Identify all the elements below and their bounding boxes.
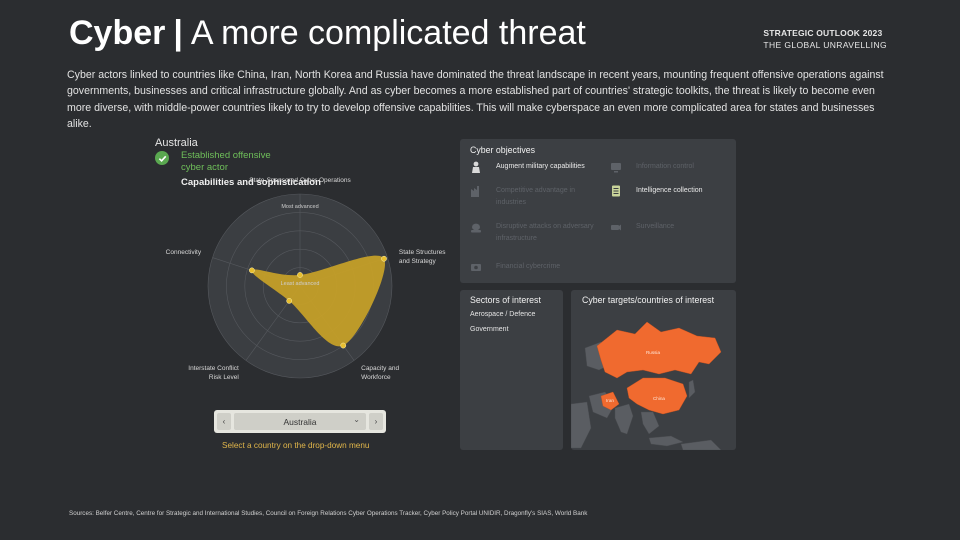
sector-item: Aerospace / Defence	[470, 311, 536, 318]
tv-icon	[611, 163, 621, 173]
radar-axis-label: State-Sponsored Cyber Operations	[249, 177, 351, 184]
document-icon	[612, 185, 620, 197]
country-name: Australia	[155, 137, 198, 149]
title-subtitle: A more complicated threat	[190, 14, 586, 52]
factory-icon	[471, 186, 479, 197]
map-southeast-asia	[640, 411, 660, 435]
map-label-iran: Iran	[606, 398, 614, 403]
brand-block: STRATEGIC OUTLOOK 2023 THE GLOBAL UNRAVE…	[763, 27, 887, 51]
chevron-left-icon[interactable]: ‹	[217, 413, 231, 430]
objective-item: Financial cybercrime	[470, 261, 598, 273]
radar-area	[251, 255, 386, 347]
radar-point	[381, 255, 387, 262]
target-map: Russia Iran China	[571, 321, 722, 450]
check-icon	[155, 151, 169, 165]
map-label-china: China	[653, 396, 665, 401]
map-label-russia: Russia	[646, 350, 660, 355]
objective-item: Augment military capabilities	[470, 161, 598, 173]
objectives-panel: Cyber objectives Augment military capabi…	[460, 139, 736, 283]
radar-point	[286, 298, 293, 304]
radar-point	[340, 342, 347, 349]
objective-label: Disruptive attacks on adversary infrastr…	[496, 223, 594, 242]
objective-label: Information control	[636, 163, 694, 170]
radar-chart: Most advanced Least advanced State-Sponsor…	[166, 177, 447, 381]
map-china	[626, 377, 688, 415]
radar-title: Capabilities and sophistication	[181, 177, 321, 188]
radar-point	[297, 272, 303, 278]
chevron-down-icon: ⌄	[353, 415, 360, 424]
soldier-icon	[472, 161, 480, 173]
objectives-title: Cyber objectives	[470, 145, 536, 155]
map-india	[614, 403, 634, 435]
chevron-right-icon[interactable]: ›	[369, 413, 383, 430]
objective-item: Intelligence collection	[610, 185, 728, 197]
radar-axis-label: Capacity and Workforce	[361, 365, 399, 381]
radar-ring-label-outer: Most advanced	[281, 204, 318, 210]
sectors-panel: Sectors of interest Aerospace / Defence …	[460, 290, 563, 450]
radar-point	[249, 267, 255, 274]
radar-axis-label: State Structures and Strategy	[399, 249, 446, 265]
map-russia	[596, 321, 722, 379]
sources-note: Sources: Belfer Centre, Centre for Strat…	[69, 510, 588, 517]
radar-ring-label-inner: Least advanced	[281, 281, 320, 287]
objective-item: Information control	[610, 161, 728, 173]
page-title: Cyber | A more complicated threat	[69, 14, 586, 53]
objective-item: Surveillance	[610, 221, 728, 233]
title-topic: Cyber	[69, 14, 166, 52]
camera-icon	[611, 224, 621, 231]
money-icon	[471, 264, 481, 271]
map-australia	[680, 439, 722, 450]
status-badge: Established offensive cyber actor	[155, 150, 281, 174]
objective-item: Disruptive attacks on adversary infrastr…	[470, 221, 598, 244]
map-iran	[600, 391, 620, 411]
map-japan	[688, 379, 696, 399]
objective-item: Competitive advantage in industries	[470, 185, 598, 208]
radar-axis-label: Interstate Conflict Risk Level	[188, 365, 239, 381]
objective-label: Augment military capabilities	[496, 163, 585, 170]
objective-label: Competitive advantage in industries	[496, 187, 575, 206]
selector-hint: Select a country on the drop-down menu	[222, 441, 370, 450]
objective-label: Financial cybercrime	[496, 263, 561, 270]
objective-label: Intelligence collection	[636, 187, 703, 194]
tank-icon	[471, 223, 481, 233]
sector-item: Government	[470, 326, 509, 333]
dropdown-selected: Australia	[283, 416, 317, 427]
targets-title: Cyber targets/countries of interest	[582, 295, 715, 305]
status-text: Established offensive cyber actor	[181, 150, 271, 173]
targets-panel: Cyber targets/countries of interest Russ…	[571, 290, 736, 450]
brand-line1: STRATEGIC OUTLOOK 2023	[763, 28, 883, 38]
map-africa	[571, 401, 592, 449]
sectors-title: Sectors of interest	[470, 295, 541, 305]
title-separator: |	[173, 14, 183, 52]
map-indonesia	[648, 435, 684, 447]
objective-label: Surveillance	[636, 223, 675, 230]
intro-paragraph: Cyber actors linked to countries like Ch…	[67, 69, 884, 130]
country-selector: ‹ Australia ⌄ ›	[214, 410, 386, 433]
country-dropdown[interactable]: Australia ⌄	[234, 413, 366, 430]
radar-axis-label: Connectivity	[166, 249, 202, 256]
brand-line2: THE GLOBAL UNRAVELLING	[763, 40, 887, 50]
